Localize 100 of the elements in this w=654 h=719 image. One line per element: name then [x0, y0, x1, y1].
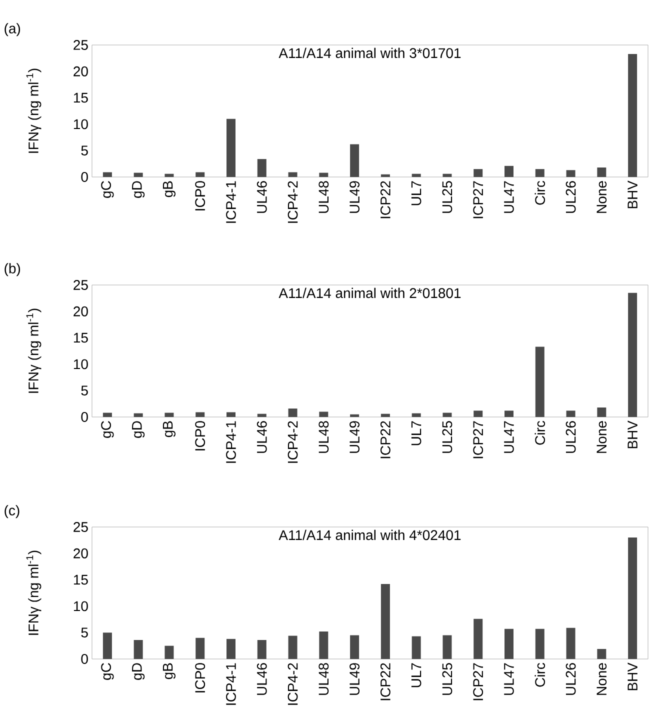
x-tick-label: ICP22	[380, 421, 390, 458]
y-tick-label: 0	[81, 172, 88, 182]
x-tick-label: UL47	[504, 663, 514, 695]
x-tick-label: Circ	[534, 180, 546, 205]
bar	[319, 632, 328, 659]
x-tick-label: ICP22	[380, 663, 390, 700]
bar	[597, 648, 606, 659]
x-tick-label: UL48	[318, 181, 329, 213]
bar	[504, 410, 514, 417]
bar	[226, 638, 236, 659]
y-tick-label: 20	[74, 66, 88, 76]
bar	[474, 410, 483, 417]
x-tick-label: UL25	[442, 663, 452, 695]
x-tick-label: gB	[162, 421, 176, 438]
x-tick-label: gC	[101, 663, 114, 680]
x-tick-label: Circ	[534, 662, 546, 687]
x-tick-label: Circ	[534, 420, 546, 445]
x-tick-label: UL25	[442, 181, 452, 213]
y-tick-label: 5	[81, 146, 88, 156]
x-tick-label: gB	[162, 181, 176, 198]
x-tick-label: UL26	[566, 181, 576, 213]
x-tick-label: ICP0	[195, 181, 206, 210]
y-tick-label: 0	[81, 412, 88, 422]
bar	[350, 414, 360, 417]
bar	[257, 414, 266, 417]
bar	[474, 169, 483, 177]
bar	[288, 172, 298, 177]
bar	[504, 166, 514, 177]
bar	[102, 172, 112, 177]
y-axis-title: IFNγ (ng ml$^{-1}$)	[26, 308, 42, 393]
x-tick-label: UL7	[411, 181, 422, 206]
bar	[412, 174, 421, 177]
bar	[134, 413, 143, 417]
x-tick-label: ICP22	[380, 181, 390, 218]
bar	[535, 169, 544, 177]
bar	[535, 346, 544, 417]
bar	[380, 174, 390, 177]
bar	[164, 646, 174, 659]
bar	[164, 412, 174, 417]
x-tick-label: ICP0	[195, 421, 206, 450]
bar	[412, 413, 421, 417]
x-tick-label: UL7	[411, 421, 422, 446]
x-tick-label: UL47	[504, 421, 514, 453]
bar	[196, 638, 205, 659]
x-tick-label: UL46	[256, 421, 267, 453]
y-tick-label: 15	[74, 574, 88, 585]
bar	[102, 632, 112, 659]
bar	[196, 412, 205, 417]
x-tick-label: gC	[101, 421, 114, 438]
bar	[257, 159, 266, 177]
x-tick-label: BHV	[628, 420, 638, 448]
text: (b)	[4, 263, 20, 276]
x-tick-label: ICP4-1	[226, 181, 236, 223]
x-tick-label: BHV	[628, 662, 638, 690]
chart-title: A11/A14 animal with 3*01701	[278, 48, 461, 58]
x-tick-label: ICP27	[473, 421, 484, 458]
x-tick-label: ICP4-2	[288, 181, 298, 223]
x-tick-label: UL49	[350, 421, 360, 453]
chart-title: A11/A14 animal with 2*01801	[278, 288, 461, 298]
bar	[474, 618, 483, 659]
x-tick-label: UL49	[350, 663, 360, 695]
bar	[442, 174, 452, 177]
chart-title: A11/A14 animal with 4*02401	[278, 530, 461, 540]
x-tick-label: UL47	[504, 181, 514, 213]
x-tick-label: gD	[132, 663, 145, 680]
bar	[134, 640, 143, 659]
bar	[442, 412, 452, 417]
x-tick-label: gD	[132, 421, 145, 438]
bar	[535, 628, 544, 659]
x-tick-label: gD	[132, 181, 145, 198]
x-tick-label: UL26	[566, 663, 576, 695]
y-tick-label: 20	[74, 306, 88, 316]
x-tick-label: None	[596, 421, 607, 453]
x-tick-label: UL7	[411, 663, 422, 688]
y-axis-title: IFNγ (ng ml$^{-1}$)	[26, 550, 42, 635]
x-tick-label: UL48	[318, 663, 329, 695]
bar	[566, 170, 576, 177]
bar	[628, 54, 638, 177]
x-tick-label: gB	[162, 663, 176, 680]
x-tick-label: ICP4-2	[288, 421, 298, 463]
bar	[134, 172, 143, 177]
y-tick-label: 10	[74, 601, 88, 612]
bar	[164, 174, 174, 177]
bar	[442, 635, 452, 659]
x-tick-label: ICP27	[473, 181, 484, 218]
bar	[196, 172, 205, 177]
bar	[288, 636, 298, 659]
bar	[102, 412, 112, 417]
x-tick-label: BHV	[628, 180, 638, 208]
text: (c)	[4, 505, 20, 518]
bar	[597, 407, 606, 417]
x-tick-label: gC	[101, 181, 114, 198]
bar	[566, 410, 576, 417]
x-tick-label: ICP4-1	[226, 421, 236, 463]
bar	[628, 292, 638, 417]
y-axis-title: IFNγ (ng ml$^{-1}$)	[26, 68, 42, 153]
bar	[257, 640, 266, 659]
bar	[380, 584, 390, 659]
y-tick-label: 25	[74, 280, 88, 290]
x-tick-label: UL46	[256, 181, 267, 213]
